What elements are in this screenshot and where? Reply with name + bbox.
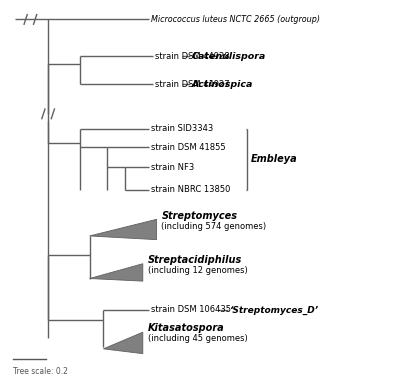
Text: Kitasatospora: Kitasatospora bbox=[148, 323, 224, 333]
Polygon shape bbox=[103, 332, 143, 354]
Text: Tree scale: 0.2: Tree scale: 0.2 bbox=[13, 367, 68, 376]
Text: (including 45 genomes): (including 45 genomes) bbox=[148, 334, 247, 344]
Text: Actinospica: Actinospica bbox=[192, 80, 254, 89]
Text: strain DSM 106435: strain DSM 106435 bbox=[151, 306, 231, 315]
Text: strain DSM 44927: strain DSM 44927 bbox=[155, 80, 229, 89]
Text: (including 574 genomes): (including 574 genomes) bbox=[161, 222, 266, 231]
Polygon shape bbox=[90, 264, 143, 281]
Text: Embleya: Embleya bbox=[251, 154, 298, 164]
Text: strain SID3343: strain SID3343 bbox=[151, 124, 213, 133]
Text: (including 12 genomes): (including 12 genomes) bbox=[148, 266, 247, 275]
Text: Micrococcus luteus NCTC 2665 (outgroup): Micrococcus luteus NCTC 2665 (outgroup) bbox=[151, 15, 320, 24]
Text: strain DSM 41855: strain DSM 41855 bbox=[151, 142, 225, 152]
Text: strain DSM 44928: strain DSM 44928 bbox=[155, 52, 229, 61]
Text: Streptomyces: Streptomyces bbox=[161, 211, 237, 221]
Polygon shape bbox=[90, 219, 157, 240]
Text: strain NBRC 13850: strain NBRC 13850 bbox=[151, 185, 230, 194]
Text: Streptacidiphilus: Streptacidiphilus bbox=[148, 255, 242, 265]
Text: Catenulispora: Catenulispora bbox=[192, 52, 266, 61]
Text: strain NF3: strain NF3 bbox=[151, 163, 194, 172]
Text: ‘Streptomyces_D’: ‘Streptomyces_D’ bbox=[230, 306, 319, 315]
